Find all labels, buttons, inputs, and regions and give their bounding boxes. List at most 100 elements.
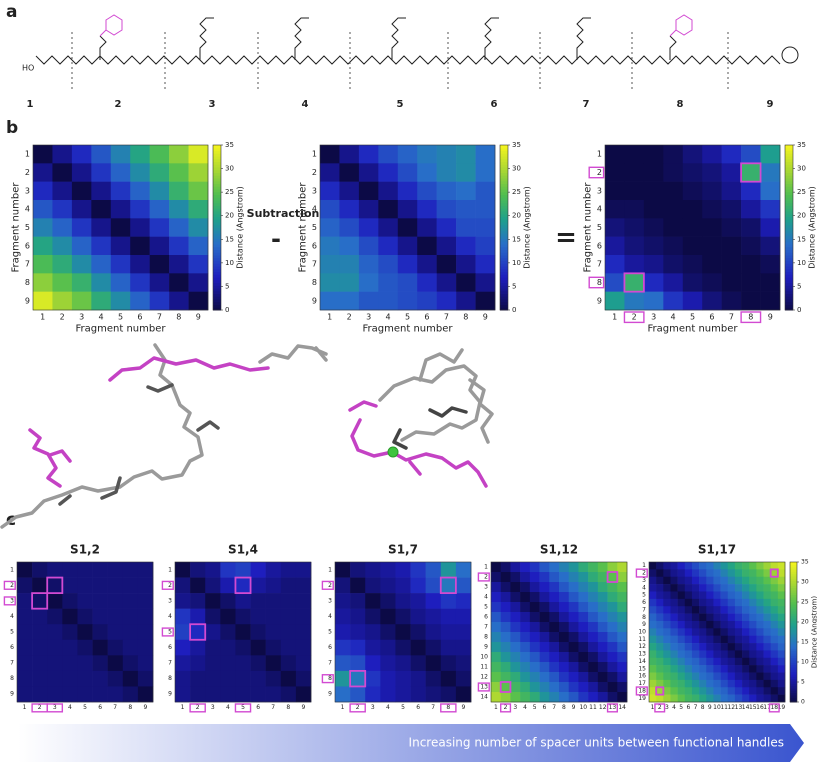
y-tick-label: 4 bbox=[25, 205, 30, 214]
heatmap-cell bbox=[643, 200, 664, 219]
colorbar-swatch bbox=[790, 622, 797, 626]
colorbar-swatch bbox=[213, 145, 221, 149]
fragment-number: 3 bbox=[209, 99, 216, 110]
heatmap-cell bbox=[169, 236, 189, 256]
heatmap-cell bbox=[130, 200, 150, 219]
heatmap-cell bbox=[559, 662, 570, 673]
heatmap-cell bbox=[122, 562, 139, 578]
heatmap-cell bbox=[656, 657, 664, 666]
colorbar-swatch bbox=[500, 213, 508, 217]
heatmap-cell bbox=[137, 639, 154, 656]
heatmap-cell bbox=[265, 655, 282, 672]
heatmap-cell bbox=[684, 650, 693, 659]
heatmap-cell bbox=[568, 682, 579, 693]
heatmap-cell bbox=[749, 576, 757, 585]
colorbar-swatch bbox=[213, 249, 221, 253]
heatmap-cell bbox=[684, 576, 693, 585]
heatmap-cell bbox=[682, 200, 703, 219]
colorbar-label: Distance (Angstrom) bbox=[808, 186, 817, 269]
heatmap-cell bbox=[756, 620, 764, 629]
heatmap-cell bbox=[649, 650, 657, 659]
colorbar-swatch bbox=[500, 255, 508, 259]
heatmap-cell bbox=[617, 562, 628, 573]
heatmap-cell bbox=[335, 624, 351, 641]
heatmap-cell bbox=[749, 650, 757, 659]
heatmap-cell bbox=[339, 236, 360, 256]
heatmap-cell bbox=[17, 639, 33, 656]
colorbar-swatch bbox=[213, 180, 221, 184]
y-tick-label: 1 bbox=[597, 150, 602, 159]
heatmap-cell bbox=[33, 163, 53, 182]
heatmap-cell bbox=[578, 602, 589, 613]
heatmap-cell bbox=[663, 643, 671, 651]
heatmap-cell bbox=[720, 650, 729, 659]
heatmap-cell bbox=[677, 628, 686, 636]
colorbar-swatch bbox=[785, 288, 793, 292]
colorbar-swatch bbox=[213, 156, 221, 160]
heatmap-cell bbox=[617, 672, 628, 683]
heatmap-cell bbox=[33, 200, 53, 219]
heatmap-cell bbox=[763, 679, 771, 688]
heatmap-cell bbox=[491, 582, 502, 593]
heatmap-cell bbox=[130, 163, 150, 182]
heatmap-cell bbox=[137, 655, 154, 672]
heatmap-cell bbox=[677, 687, 686, 695]
heatmap-cell bbox=[190, 686, 206, 703]
heatmap-cell bbox=[265, 670, 282, 687]
heatmap-frame bbox=[32, 144, 209, 311]
heatmap-cell bbox=[756, 679, 764, 688]
heatmap-cell bbox=[682, 236, 703, 256]
y-tick-label: 5 bbox=[168, 629, 172, 636]
heatmap-cell bbox=[720, 635, 729, 644]
heatmap-cell bbox=[130, 218, 150, 237]
x-tick-label: 10 bbox=[713, 704, 721, 711]
colorbar-swatch bbox=[213, 178, 221, 182]
heatmap-cell bbox=[122, 670, 139, 687]
colorbar-swatch bbox=[790, 629, 797, 633]
heatmap-cell bbox=[529, 692, 540, 703]
heatmap-cell bbox=[280, 593, 297, 609]
x-tick-label: 9 bbox=[483, 313, 488, 322]
heatmap-cell bbox=[559, 692, 570, 703]
heatmap-cell bbox=[734, 576, 743, 585]
heatmap-cell bbox=[713, 598, 721, 607]
heatmap-cell bbox=[670, 562, 678, 570]
y-tick-label: 9 bbox=[328, 691, 332, 698]
heatmap-cell bbox=[763, 576, 771, 585]
heatmap-cell bbox=[175, 624, 191, 641]
y-tick-label: 4 bbox=[328, 613, 332, 620]
operator-equals: = bbox=[555, 223, 577, 253]
heatmap-cell bbox=[702, 291, 722, 311]
heatmap-cell bbox=[169, 181, 189, 201]
heatmap-cell bbox=[624, 255, 645, 274]
colorbar-frame bbox=[212, 144, 222, 311]
heatmap-cell bbox=[749, 687, 757, 695]
y-axis-label: Fragment number bbox=[297, 182, 308, 273]
heatmap-cell bbox=[456, 273, 476, 292]
heatmap-cell bbox=[770, 687, 779, 695]
heatmap-cell bbox=[643, 291, 664, 311]
heatmap-cell bbox=[397, 273, 418, 292]
heatmap-cell bbox=[699, 687, 707, 695]
heatmap-cell bbox=[130, 236, 150, 256]
heatmap-cell bbox=[77, 608, 93, 625]
x-tick-label: 15 bbox=[749, 704, 757, 711]
heatmap-cell bbox=[670, 665, 678, 673]
heatmap-cell bbox=[491, 612, 502, 623]
heatmap-cell bbox=[670, 606, 678, 614]
heatmap-cell bbox=[720, 591, 729, 600]
heatmap-cell bbox=[699, 569, 707, 578]
heatmap-cell bbox=[77, 639, 93, 656]
heatmap-cell bbox=[188, 181, 209, 201]
colorbar-swatch bbox=[790, 571, 797, 575]
heatmap-cell bbox=[380, 577, 396, 594]
heatmap-cell bbox=[706, 665, 714, 673]
highlight-tick-box bbox=[588, 276, 605, 289]
heatmap-cell bbox=[17, 624, 33, 641]
heatmap-cell bbox=[395, 562, 411, 578]
heatmap-cell bbox=[663, 679, 671, 688]
heatmap-cell bbox=[727, 687, 736, 695]
heatmap-cell bbox=[378, 273, 399, 292]
molecule-render-folded bbox=[348, 348, 494, 488]
y-tick-label: 9 bbox=[312, 296, 317, 305]
